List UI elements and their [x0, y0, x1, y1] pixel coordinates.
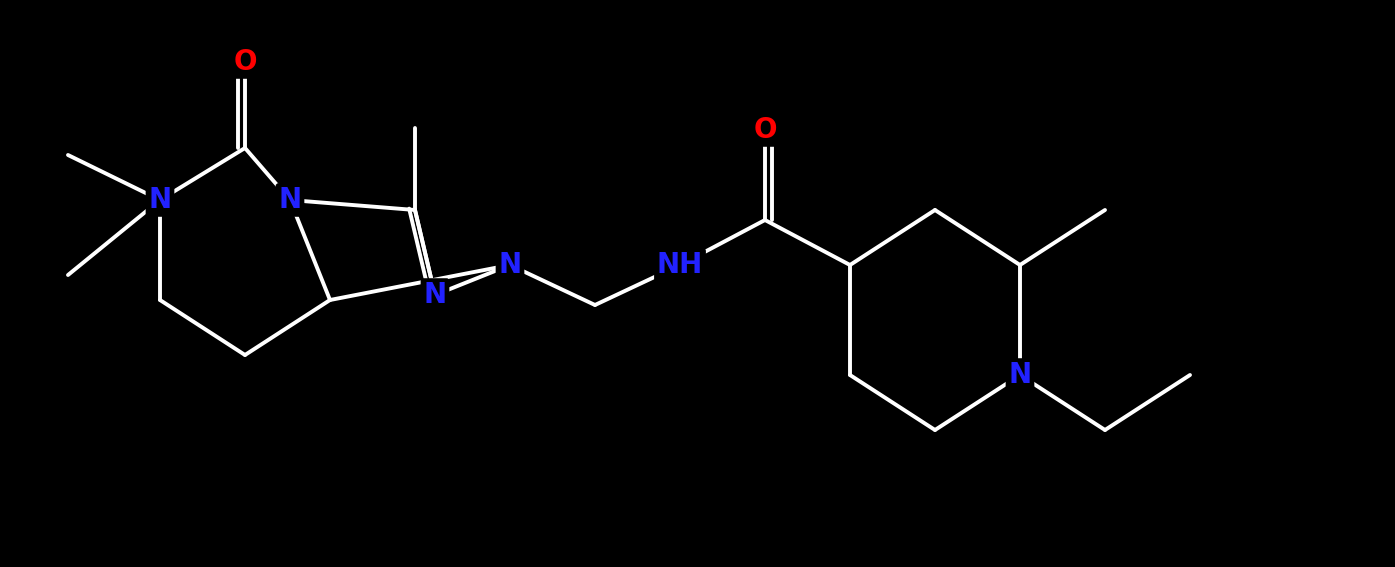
- Text: O: O: [233, 48, 257, 76]
- Text: N: N: [279, 186, 301, 214]
- Text: O: O: [753, 116, 777, 144]
- Text: NH: NH: [657, 251, 703, 279]
- Text: N: N: [424, 281, 446, 309]
- Text: N: N: [498, 251, 522, 279]
- Text: N: N: [1009, 361, 1031, 389]
- Text: N: N: [148, 186, 172, 214]
